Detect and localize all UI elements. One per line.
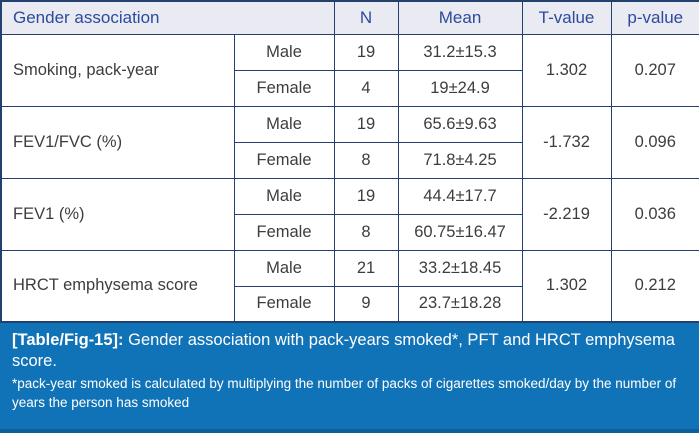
mean-cell: 60.75±16.47 bbox=[397, 213, 523, 251]
table-row: Female 8 60.75±16.47 bbox=[1, 213, 699, 251]
n-cell: 19 bbox=[333, 105, 399, 143]
caption-text: Gender association with pack-years smoke… bbox=[12, 331, 675, 371]
mean-cell: 71.8±4.25 bbox=[397, 141, 523, 179]
n-cell: 8 bbox=[333, 141, 399, 179]
table-row: Female 9 23.7±18.28 bbox=[1, 285, 699, 323]
param-cell: Smoking, pack-year bbox=[0, 33, 235, 107]
n-cell: 9 bbox=[333, 285, 399, 323]
sex-cell: Male bbox=[233, 249, 335, 287]
mean-cell: 31.2±15.3 bbox=[397, 33, 523, 71]
header-t-value: T-value bbox=[521, 0, 612, 35]
header-n: N bbox=[333, 0, 399, 35]
param-cell: HRCT emphysema score bbox=[0, 249, 235, 323]
mean-cell: 44.4±17.7 bbox=[397, 177, 523, 215]
table-row: Smoking, pack-year Male 19 31.2±15.3 1.3… bbox=[0, 33, 699, 107]
table-caption: [Table/Fig-15]: Gender association with … bbox=[12, 330, 687, 372]
header-row: Gender association N Mean T-value p-valu… bbox=[0, 0, 699, 35]
table-row: Female 8 71.8±4.25 bbox=[1, 141, 699, 179]
mean-cell: 23.7±18.28 bbox=[397, 285, 523, 323]
t-value-cell: -1.732 bbox=[521, 105, 612, 179]
gender-association-table: Gender association N Mean T-value p-valu… bbox=[0, 0, 699, 323]
header-mean: Mean bbox=[397, 0, 523, 35]
t-value-cell: 1.302 bbox=[521, 249, 612, 323]
sex-cell: Female bbox=[233, 285, 335, 323]
param-cell: FEV1/FVC (%) bbox=[0, 105, 235, 179]
table-row: FEV1 (%) Male 19 44.4±17.7 -2.219 0.036 bbox=[0, 177, 699, 251]
sex-cell: Male bbox=[233, 177, 335, 215]
sex-cell: Male bbox=[233, 33, 335, 71]
sex-cell: Female bbox=[233, 69, 335, 107]
header-p-value: p-value bbox=[610, 0, 699, 35]
t-value-cell: 1.302 bbox=[521, 33, 612, 107]
table-row: HRCT emphysema score Male 21 33.2±18.45 … bbox=[0, 249, 699, 323]
header-gender-association: Gender association bbox=[0, 0, 335, 35]
t-value-cell: -2.219 bbox=[521, 177, 612, 251]
n-cell: 4 bbox=[333, 69, 399, 107]
p-value-cell: 0.207 bbox=[610, 33, 699, 107]
table-body: Smoking, pack-year Male 19 31.2±15.3 1.3… bbox=[0, 33, 699, 323]
sex-cell: Male bbox=[233, 105, 335, 143]
n-cell: 21 bbox=[333, 249, 399, 287]
caption-band: [Table/Fig-15]: Gender association with … bbox=[0, 323, 699, 433]
p-value-cell: 0.036 bbox=[610, 177, 699, 251]
n-cell: 19 bbox=[333, 177, 399, 215]
mean-cell: 19±24.9 bbox=[397, 69, 523, 107]
n-cell: 8 bbox=[333, 213, 399, 251]
sex-cell: Female bbox=[233, 213, 335, 251]
p-value-cell: 0.096 bbox=[610, 105, 699, 179]
p-value-cell: 0.212 bbox=[610, 249, 699, 323]
table-footnote: *pack-year smoked is calculated by multi… bbox=[12, 376, 677, 411]
mean-cell: 33.2±18.45 bbox=[397, 249, 523, 287]
mean-cell: 65.6±9.63 bbox=[397, 105, 523, 143]
table-row: Female 4 19±24.9 bbox=[1, 69, 699, 107]
sex-cell: Female bbox=[233, 141, 335, 179]
caption-label: [Table/Fig-15]: bbox=[12, 331, 124, 349]
param-cell: FEV1 (%) bbox=[0, 177, 235, 251]
table-row: FEV1/FVC (%) Male 19 65.6±9.63 -1.732 0.… bbox=[0, 105, 699, 179]
n-cell: 19 bbox=[333, 33, 399, 71]
table-header: Gender association N Mean T-value p-valu… bbox=[0, 0, 699, 35]
